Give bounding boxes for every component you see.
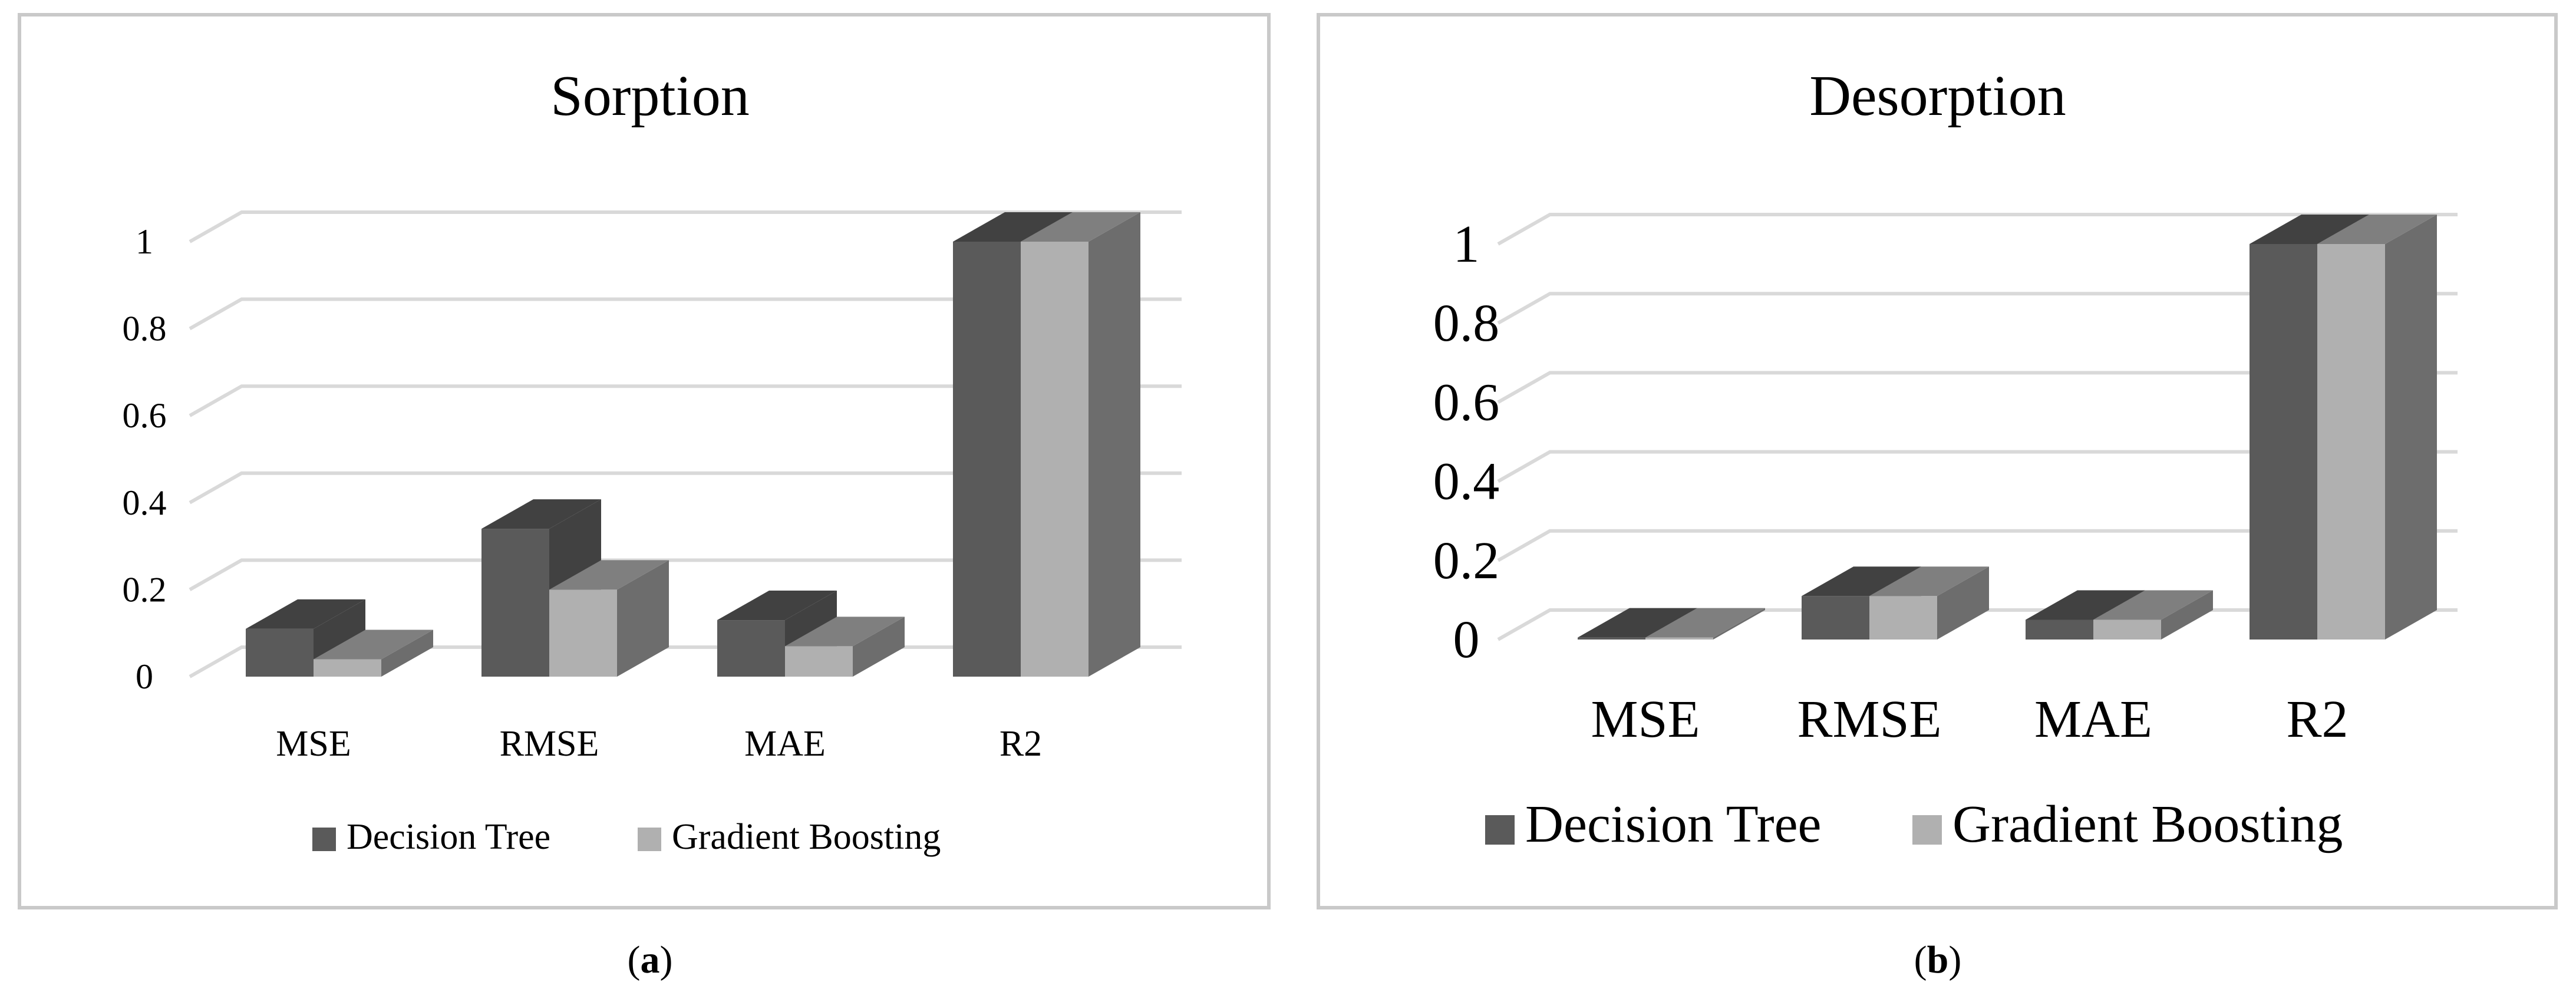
legend-swatch-decision-tree <box>1485 815 1515 845</box>
bar-side <box>2385 215 2437 640</box>
panel-label: (a) <box>628 938 673 981</box>
gridline <box>1497 450 2458 483</box>
bar-front <box>481 529 549 677</box>
gridline <box>1497 213 2458 246</box>
legend: Decision Tree Gradient Boosting <box>312 817 941 857</box>
bar-front <box>1869 596 1937 640</box>
gridline <box>1497 529 2458 562</box>
bar-side <box>2161 590 2213 640</box>
x-category-label: RMSE <box>500 724 599 764</box>
y-tick-label: 1 <box>136 222 153 261</box>
x-category-label: RMSE <box>1797 690 1941 749</box>
y-tick-label: 0 <box>1453 611 1480 669</box>
bar-top <box>717 591 837 621</box>
legend-swatch-gradient-boosting <box>1912 815 1942 845</box>
gridline <box>189 210 1182 243</box>
bar-top <box>1021 212 1140 242</box>
bar-top <box>549 560 669 590</box>
bar-side <box>381 629 433 677</box>
chart-desorption: Desorption 0 0.2 0.4 0.6 0.8 1 MSE RMSE MAE R2 Deci… <box>1317 13 2558 981</box>
panel-letter: b <box>1927 938 1949 981</box>
bar-top <box>953 212 1073 242</box>
bar-top <box>2093 590 2213 620</box>
y-tick-label: 0.2 <box>123 570 167 609</box>
y-tick-label: 0.4 <box>123 483 167 522</box>
bar-front <box>717 620 785 677</box>
y-tick-label: 0.6 <box>123 396 167 435</box>
gridline <box>1497 371 2458 404</box>
bar-gradient-boosting <box>1021 212 1140 677</box>
x-category-label: MSE <box>276 724 351 764</box>
legend-label: Decision Tree <box>347 817 550 857</box>
y-tick-label: 0.8 <box>123 309 167 348</box>
bar-front <box>1645 637 1713 640</box>
bar-front <box>314 659 381 677</box>
chart-title: Sorption <box>550 64 750 128</box>
panel-label: (b) <box>1914 938 1962 981</box>
bar-side <box>1937 566 1989 640</box>
bar-gradient-boosting <box>1645 608 1765 640</box>
bar-top <box>246 599 365 629</box>
bar-gradient-boosting <box>1869 566 1989 640</box>
bar-front <box>2250 244 2317 640</box>
legend: Decision Tree Gradient Boosting <box>1485 795 2343 853</box>
bar-gradient-boosting <box>314 629 433 677</box>
bar-front <box>953 242 1021 677</box>
chart-title: Desorption <box>1809 64 2066 128</box>
y-tick-label: 1 <box>1453 215 1480 273</box>
y-tick-label: 0.2 <box>1433 532 1500 590</box>
gridline <box>189 297 1182 331</box>
x-category-label: R2 <box>2286 690 2348 749</box>
bar-top <box>481 499 601 529</box>
bars <box>246 212 1140 677</box>
chart-sorption: Sorption 0 0.2 0.4 0.6 0.8 1 MSE RMSE MAE R2 Decisi… <box>18 13 1271 981</box>
x-category-label: MAE <box>2034 690 2152 749</box>
bars <box>1578 215 2437 640</box>
legend-label: Gradient Boosting <box>1952 795 2343 853</box>
y-tick-label: 0 <box>136 657 153 696</box>
bar-top <box>314 629 433 660</box>
bar-top <box>1802 566 1921 596</box>
bar-top <box>2026 590 2145 620</box>
bar-top <box>2317 215 2437 244</box>
bar-front <box>1802 596 1869 640</box>
bar-side <box>617 560 669 677</box>
bar-front <box>2093 619 2161 640</box>
bar-top <box>1645 608 1765 638</box>
legend-label: Gradient Boosting <box>672 817 941 857</box>
bar-top <box>2250 215 2369 244</box>
bar-front <box>2317 244 2385 640</box>
bar-front <box>785 646 853 677</box>
x-category-label: MSE <box>1591 690 1700 749</box>
bar-top <box>1869 566 1989 596</box>
bar-top <box>785 617 905 647</box>
bar-gradient-boosting <box>2093 590 2213 640</box>
legend-swatch-decision-tree <box>312 828 336 851</box>
bar-gradient-boosting <box>549 560 669 677</box>
y-tick-label: 0.6 <box>1433 373 1500 431</box>
bar-front <box>1021 242 1089 677</box>
bar-front <box>246 628 314 677</box>
panel-letter: a <box>641 938 660 981</box>
bar-side <box>1089 212 1140 677</box>
y-tick-label: 0.8 <box>1433 294 1500 352</box>
y-tick-label: 0.4 <box>1433 453 1500 511</box>
gridline <box>1497 292 2458 325</box>
bar-side <box>853 617 905 677</box>
bar-side <box>1713 608 1765 640</box>
gridline <box>189 384 1182 417</box>
x-category-label: R2 <box>1000 724 1042 764</box>
bar-top <box>1578 608 1697 638</box>
gridline <box>189 558 1182 592</box>
bar-gradient-boosting <box>2317 215 2437 640</box>
x-category-label: MAE <box>744 724 826 764</box>
legend-swatch-gradient-boosting <box>638 828 661 851</box>
legend-label: Decision Tree <box>1525 795 1821 853</box>
bar-front <box>2026 619 2093 640</box>
bar-front <box>549 589 617 677</box>
bar-front <box>1578 637 1645 640</box>
gridline <box>189 471 1182 505</box>
bar-gradient-boosting <box>785 617 905 677</box>
